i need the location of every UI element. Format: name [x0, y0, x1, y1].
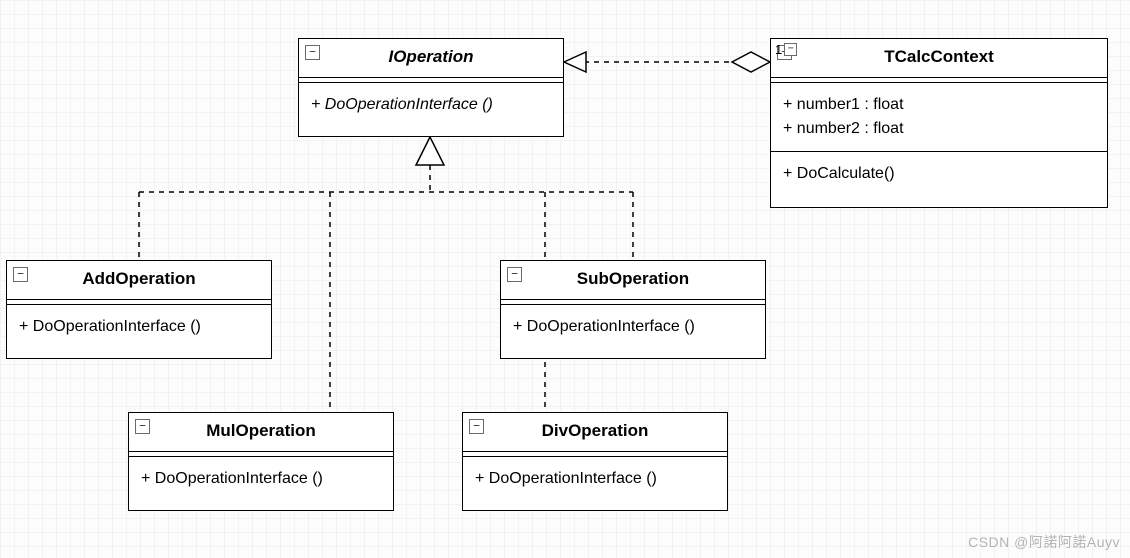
class-members: + DoOperationInterface () [7, 305, 271, 349]
class-name: TCalcContext [884, 47, 994, 66]
collapse-icon[interactable]: − [469, 419, 484, 434]
member: + DoOperationInterface () [311, 93, 551, 117]
watermark: CSDN @阿諾阿諾Auyv [968, 532, 1120, 552]
multiplicity-value: 1 [775, 42, 782, 57]
class-header: − IOperation [299, 39, 563, 78]
member: + DoOperationInterface () [19, 315, 259, 339]
attribute: + number1 : float [783, 93, 1095, 117]
collapse-icon[interactable]: − [784, 43, 797, 56]
class-name: SubOperation [577, 269, 689, 288]
class-members: + DoOperationInterface () [463, 457, 727, 501]
class-header: − DivOperation [463, 413, 727, 452]
multiplicity-label: 1 − [775, 42, 797, 57]
attribute: + number2 : float [783, 117, 1095, 141]
class-name: AddOperation [82, 269, 195, 288]
class-name: MulOperation [206, 421, 316, 440]
class-tcalccontext: − TCalcContext + number1 : float + numbe… [770, 38, 1108, 208]
class-attributes: + number1 : float + number2 : float [771, 83, 1107, 152]
class-addoperation: − AddOperation + DoOperationInterface () [6, 260, 272, 359]
class-name: IOperation [388, 47, 473, 66]
member: + DoOperationInterface () [141, 467, 381, 491]
operation: + DoCalculate() [783, 162, 1095, 186]
class-name: DivOperation [542, 421, 649, 440]
class-muloperation: − MulOperation + DoOperationInterface () [128, 412, 394, 511]
class-suboperation: − SubOperation + DoOperationInterface () [500, 260, 766, 359]
class-header: − MulOperation [129, 413, 393, 452]
class-divoperation: − DivOperation + DoOperationInterface () [462, 412, 728, 511]
class-members: + DoOperationInterface () [129, 457, 393, 501]
class-ioperation: − IOperation + DoOperationInterface () [298, 38, 564, 137]
member: + DoOperationInterface () [475, 467, 715, 491]
class-header: − TCalcContext [771, 39, 1107, 78]
class-members: + DoOperationInterface () [299, 83, 563, 127]
class-operations: + DoCalculate() [771, 152, 1107, 196]
collapse-icon[interactable]: − [507, 267, 522, 282]
member: + DoOperationInterface () [513, 315, 753, 339]
class-members: + DoOperationInterface () [501, 305, 765, 349]
class-header: − SubOperation [501, 261, 765, 300]
collapse-icon[interactable]: − [135, 419, 150, 434]
class-header: − AddOperation [7, 261, 271, 300]
collapse-icon[interactable]: − [13, 267, 28, 282]
collapse-icon[interactable]: − [305, 45, 320, 60]
